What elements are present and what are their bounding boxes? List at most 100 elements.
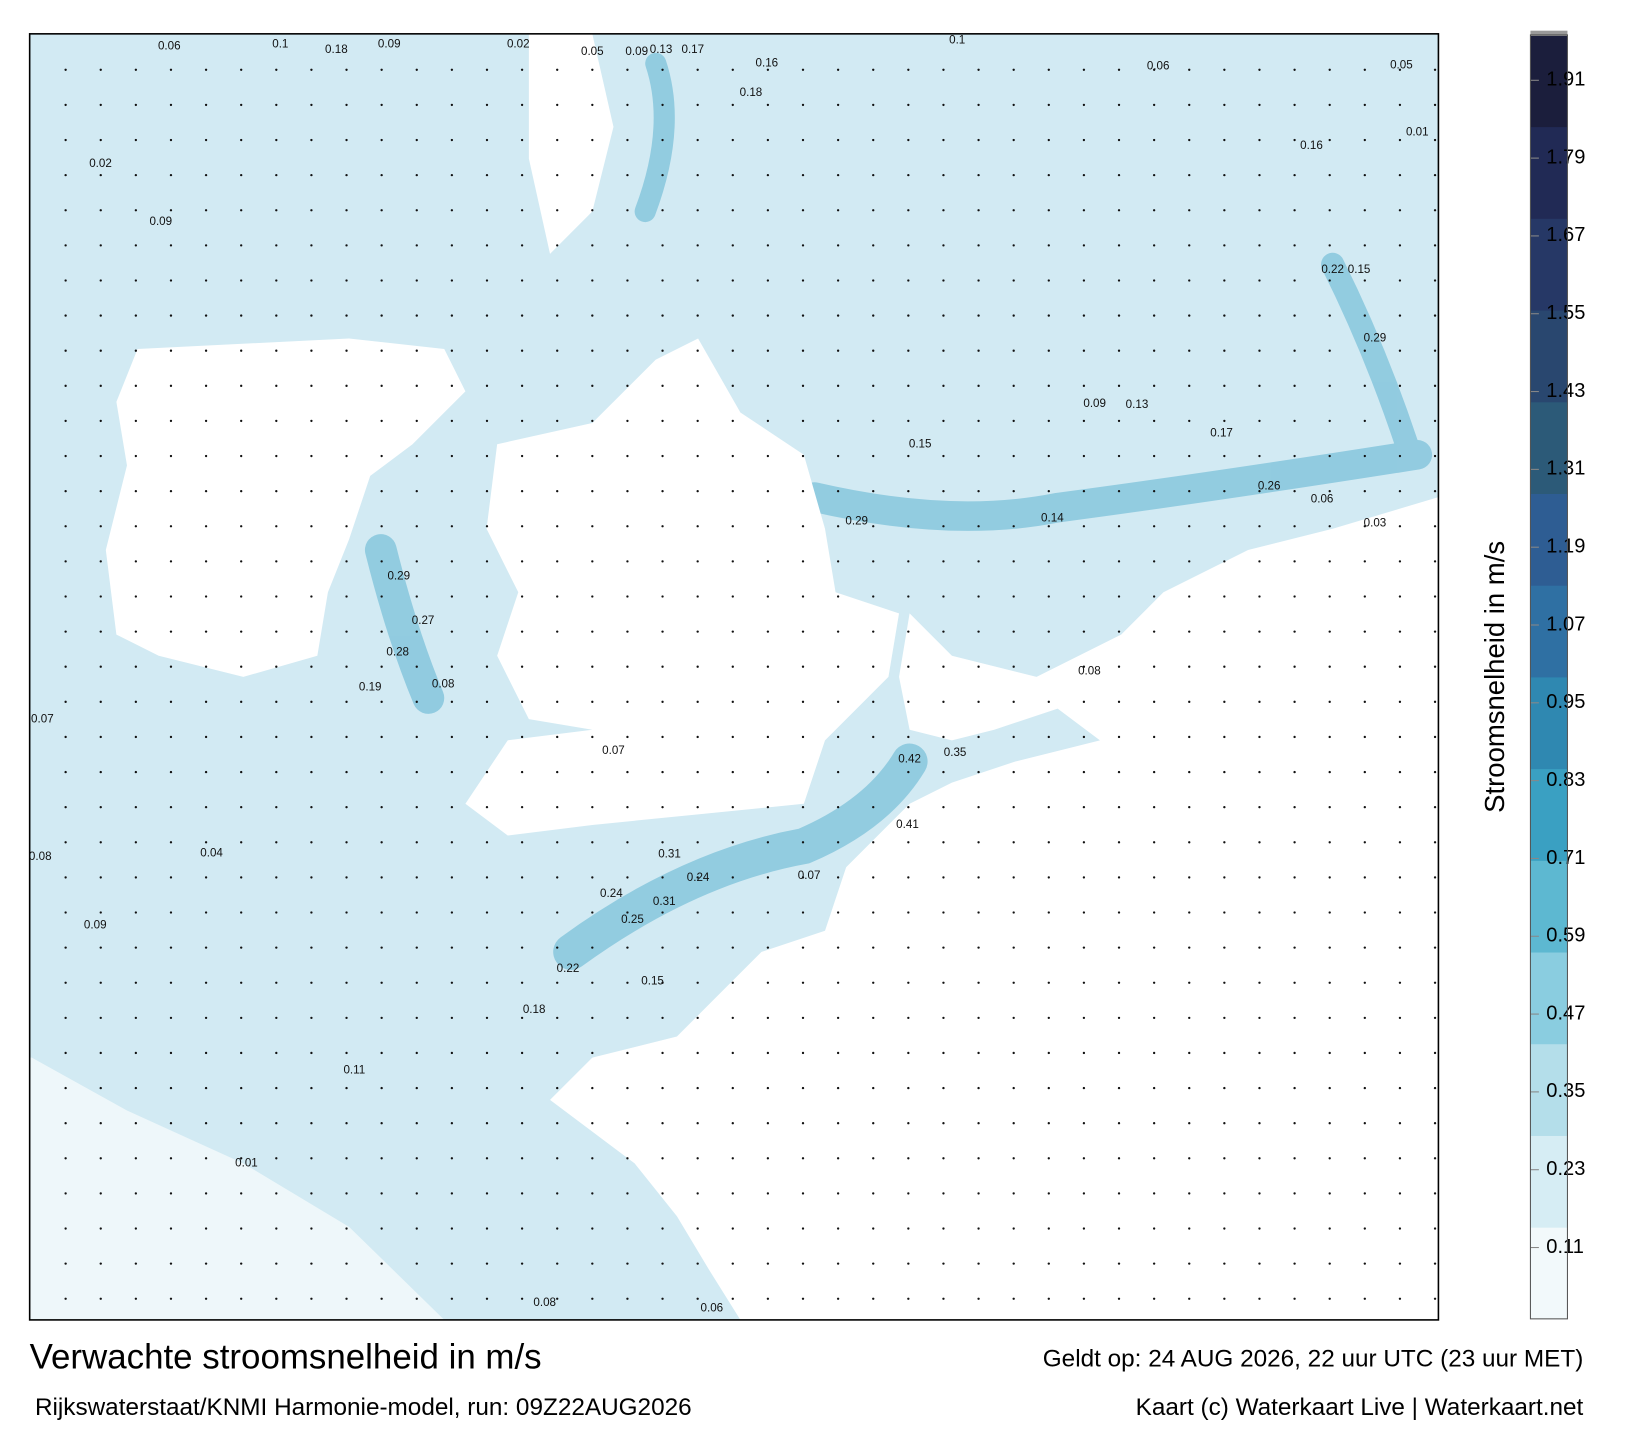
grid-dot bbox=[696, 525, 699, 528]
grid-dot bbox=[907, 1122, 910, 1125]
grid-dot bbox=[99, 1016, 102, 1020]
grid-dot bbox=[801, 806, 805, 809]
grid-dot bbox=[907, 489, 910, 493]
grid-dot bbox=[1258, 1262, 1261, 1265]
grid-dot bbox=[1293, 314, 1296, 317]
grid-dot bbox=[380, 1227, 383, 1230]
grid-dot bbox=[836, 454, 840, 458]
grid-dot bbox=[520, 630, 524, 633]
grid-dot bbox=[1188, 560, 1191, 563]
grid-dot bbox=[872, 1016, 875, 1020]
grid-dot bbox=[1117, 1297, 1121, 1300]
grid-dot bbox=[204, 981, 208, 984]
grid-dot bbox=[1082, 1192, 1086, 1195]
grid-dot bbox=[1223, 735, 1226, 739]
grid-dot bbox=[977, 1192, 980, 1195]
grid-dot bbox=[520, 946, 524, 949]
grid-dot bbox=[766, 560, 770, 563]
speed-label: 0.19 bbox=[359, 681, 382, 694]
grid-dot bbox=[661, 138, 664, 142]
land bbox=[105, 33, 1439, 1320]
grid-dot bbox=[415, 1016, 418, 1020]
grid-dot bbox=[1012, 560, 1015, 563]
grid-dot bbox=[520, 173, 524, 177]
grid-dot bbox=[1398, 630, 1402, 633]
grid-dot bbox=[345, 770, 348, 774]
grid-dot bbox=[1223, 1297, 1226, 1300]
grid-dot bbox=[766, 806, 770, 809]
grid-dot bbox=[450, 665, 454, 668]
grid-dot bbox=[1047, 876, 1050, 879]
grid-dot bbox=[204, 1157, 208, 1160]
colorbar-band bbox=[1530, 860, 1568, 953]
grid-dot bbox=[1398, 1051, 1402, 1055]
grid-dot bbox=[134, 525, 138, 528]
grid-dot bbox=[204, 489, 208, 493]
grid-dot bbox=[1188, 244, 1191, 247]
grid-dot bbox=[1223, 841, 1226, 844]
grid-dot bbox=[942, 806, 945, 809]
grid-dot bbox=[1293, 103, 1296, 107]
speed-label: 0.01 bbox=[235, 1156, 258, 1169]
grid-dot bbox=[99, 665, 102, 668]
grid-dot bbox=[99, 349, 102, 352]
grid-dot bbox=[485, 841, 489, 844]
grid-dot bbox=[1012, 981, 1015, 984]
grid-dot bbox=[240, 946, 243, 949]
grid-dot bbox=[1188, 1051, 1191, 1055]
grid-dot bbox=[1223, 1157, 1226, 1160]
grid-dot bbox=[520, 244, 524, 247]
grid-dot bbox=[415, 68, 418, 71]
grid-dot bbox=[731, 173, 734, 177]
grid-dot bbox=[836, 806, 840, 809]
grid-dot bbox=[1398, 1157, 1402, 1160]
grid-dot bbox=[1012, 454, 1015, 458]
grid-dot bbox=[345, 946, 348, 949]
grid-dot bbox=[556, 770, 559, 774]
grid-dot bbox=[1188, 173, 1191, 177]
grid-dot bbox=[64, 841, 67, 844]
grid-dot bbox=[1117, 665, 1121, 668]
grid-dot bbox=[1188, 384, 1191, 387]
grid-dot bbox=[1082, 1086, 1086, 1090]
colorbar-tick-label: 1.07 bbox=[1546, 613, 1585, 635]
grid-dot bbox=[1433, 700, 1437, 704]
grid-dot bbox=[977, 244, 980, 247]
grid-dot bbox=[556, 103, 559, 107]
grid-dot bbox=[275, 806, 278, 809]
grid-dot bbox=[1398, 1297, 1402, 1300]
colorbar-band bbox=[1530, 493, 1568, 586]
grid-dot bbox=[345, 841, 348, 844]
grid-dot bbox=[485, 876, 489, 879]
grid-dot bbox=[1258, 630, 1261, 633]
grid-dot bbox=[1363, 419, 1366, 423]
grid-dot bbox=[64, 1297, 67, 1300]
grid-dot bbox=[1223, 1192, 1226, 1195]
grid-dot bbox=[1012, 770, 1015, 774]
grid-dot bbox=[485, 1157, 489, 1160]
grid-dot bbox=[64, 244, 67, 247]
grid-dot bbox=[1328, 1086, 1331, 1090]
colorbar-band bbox=[1530, 1135, 1568, 1228]
grid-dot bbox=[240, 981, 243, 984]
grid-dot bbox=[1117, 103, 1121, 107]
grid-dot bbox=[942, 1016, 945, 1020]
grid-dot bbox=[1433, 244, 1437, 247]
grid-dot bbox=[134, 1157, 138, 1160]
grid-dot bbox=[836, 700, 840, 704]
speed-label: 0.16 bbox=[1300, 139, 1323, 152]
grid-dot bbox=[696, 560, 699, 563]
grid-dot bbox=[1152, 560, 1156, 563]
grid-dot bbox=[64, 770, 67, 774]
grid-dot bbox=[520, 419, 524, 423]
grid-dot bbox=[1223, 946, 1226, 949]
grid-dot bbox=[520, 1157, 524, 1160]
grid-dot bbox=[942, 595, 945, 598]
speed-label: 0.16 bbox=[756, 57, 779, 70]
grid-dot bbox=[626, 103, 629, 107]
grid-dot bbox=[836, 489, 840, 493]
grid-dot bbox=[485, 279, 489, 282]
grid-dot bbox=[1012, 946, 1015, 949]
grid-dot bbox=[977, 911, 980, 914]
grid-dot bbox=[99, 630, 102, 633]
